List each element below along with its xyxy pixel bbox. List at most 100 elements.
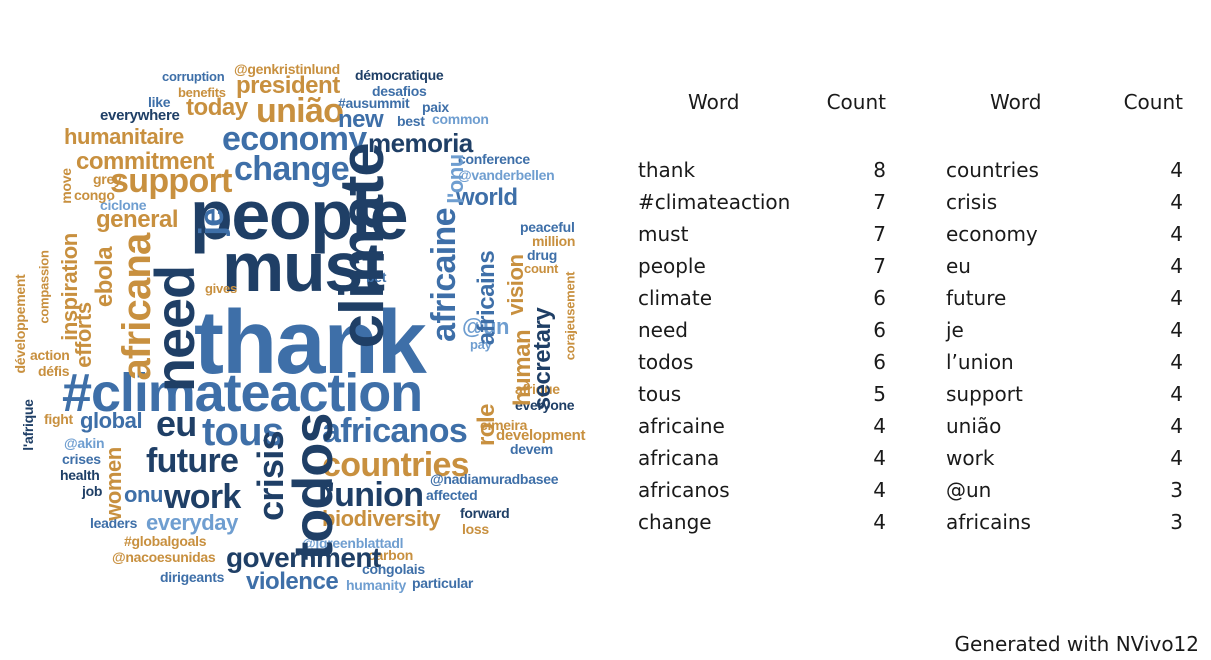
cloud-word: biodiversity bbox=[322, 506, 441, 531]
table-word: l’union bbox=[946, 350, 1014, 374]
table-count: 4 bbox=[1170, 382, 1183, 406]
cloud-word-text: je bbox=[193, 208, 231, 236]
cloud-word: humanitaire bbox=[64, 124, 184, 149]
cloud-word-text: secretary bbox=[529, 307, 556, 411]
cloud-word: climate bbox=[328, 128, 397, 364]
cloud-word: @un bbox=[462, 314, 510, 339]
cloud-word-text: women bbox=[101, 447, 126, 521]
table-word: change bbox=[638, 510, 712, 534]
cloud-word-text: climate bbox=[328, 143, 397, 349]
cloud-word: #ausummit bbox=[338, 95, 410, 111]
cloud-word: common bbox=[432, 111, 489, 127]
cloud-word: africaine bbox=[425, 200, 463, 350]
cloud-word: president bbox=[236, 72, 340, 99]
cloud-word: leaders bbox=[90, 515, 138, 531]
column-header-count-right: Count bbox=[1123, 90, 1183, 114]
table-word: must bbox=[638, 222, 689, 246]
cloud-word: @jgreenblattadl bbox=[302, 535, 404, 551]
cloud-word: violence bbox=[246, 568, 339, 595]
table-count: 3 bbox=[1170, 510, 1183, 534]
cloud-word: peaceful bbox=[520, 219, 575, 235]
cloud-word: everyone bbox=[515, 397, 575, 413]
cloud-word: role bbox=[473, 400, 500, 450]
cloud-word: conference bbox=[458, 151, 530, 167]
cloud-word: união bbox=[256, 92, 344, 130]
table-count: 4 bbox=[1170, 350, 1183, 374]
cloud-word: new bbox=[338, 106, 384, 133]
cloud-word: compassion bbox=[36, 246, 51, 328]
cloud-word: congo bbox=[74, 187, 115, 203]
table-word: africana bbox=[638, 446, 720, 470]
table-count: 4 bbox=[1170, 254, 1183, 278]
table-count: 4 bbox=[1170, 158, 1183, 182]
cloud-word: move bbox=[58, 164, 74, 208]
cloud-word-text: move bbox=[58, 168, 74, 204]
cloud-word-text: corajeusement bbox=[562, 271, 577, 361]
cloud-word: best bbox=[397, 113, 425, 129]
table-word: africains bbox=[946, 510, 1031, 534]
cloud-word: like bbox=[148, 94, 171, 110]
cloud-word-text: africaine bbox=[425, 208, 463, 342]
cloud-word: #climateaction bbox=[62, 363, 423, 423]
cloud-word: africana bbox=[115, 232, 159, 382]
table-count: 4 bbox=[873, 446, 886, 470]
cloud-word: must bbox=[222, 228, 385, 306]
cloud-word: crises bbox=[62, 451, 101, 467]
cloud-word: countries bbox=[322, 446, 470, 484]
cloud-word: l'union bbox=[318, 476, 424, 514]
table-word: africaine bbox=[638, 414, 725, 438]
cloud-word: world bbox=[456, 184, 518, 211]
cloud-word: memoria bbox=[368, 128, 473, 158]
cloud-word: africanos bbox=[322, 412, 468, 450]
table-word: @un bbox=[946, 478, 992, 502]
cloud-word: count bbox=[524, 261, 559, 276]
cloud-word: general bbox=[96, 206, 179, 233]
cloud-word: dirigeants bbox=[160, 569, 225, 585]
table-word: je bbox=[946, 318, 964, 342]
table-count: 7 bbox=[873, 190, 886, 214]
cloud-word: everywhere bbox=[100, 107, 180, 124]
column-header-count-left: Count bbox=[826, 90, 886, 114]
table-word: thank bbox=[638, 158, 696, 182]
column-header-word-right: Word bbox=[990, 90, 1042, 114]
table-count: 7 bbox=[873, 222, 886, 246]
cloud-word: corajeusement bbox=[562, 262, 577, 370]
table-word: support bbox=[946, 382, 1023, 406]
cloud-word: change bbox=[234, 150, 350, 188]
table-count: 4 bbox=[1170, 190, 1183, 214]
table-count: 3 bbox=[1170, 478, 1183, 502]
table-count: 6 bbox=[873, 350, 886, 374]
cloud-word-text: ebola bbox=[91, 246, 118, 308]
table-word: climate bbox=[638, 286, 712, 310]
table-word: #climateaction bbox=[638, 190, 791, 214]
cloud-word: everyday bbox=[146, 510, 238, 535]
cloud-word: future bbox=[146, 442, 239, 480]
cloud-word: paix bbox=[422, 99, 449, 115]
cloud-word: ciclone bbox=[100, 197, 147, 213]
word-frequency-table: Word Count Word Count thank 8 #climateacti… bbox=[620, 70, 1205, 550]
cloud-word: support bbox=[110, 162, 232, 200]
cloud-word: @akin bbox=[64, 435, 105, 451]
cloud-word: health bbox=[60, 467, 100, 483]
table-word: tous bbox=[638, 382, 682, 406]
cloud-word: bet bbox=[366, 269, 387, 285]
cloud-word: global bbox=[80, 408, 143, 433]
cloud-word: devem bbox=[510, 441, 553, 457]
cloud-word: afrique bbox=[515, 381, 560, 397]
cloud-word: #globalgoals bbox=[124, 533, 207, 549]
table-word: work bbox=[946, 446, 995, 470]
cloud-word: government bbox=[226, 542, 381, 573]
cloud-word: drug bbox=[527, 247, 557, 263]
column-header-word-left: Word bbox=[688, 90, 740, 114]
cloud-word: @nadiamuradbasee bbox=[430, 471, 559, 487]
cloud-word: vision bbox=[503, 250, 528, 320]
table-count: 8 bbox=[873, 158, 886, 182]
cloud-word: desafios bbox=[372, 83, 427, 99]
cloud-word: today bbox=[186, 94, 248, 121]
table-word: future bbox=[946, 286, 1007, 310]
cloud-word: @vanderbellen bbox=[458, 167, 555, 183]
cloud-word: congolais bbox=[362, 561, 425, 577]
cloud-word-text: compassion bbox=[36, 250, 51, 324]
cloud-word: benefits bbox=[178, 85, 226, 100]
table-word: união bbox=[946, 414, 1002, 438]
